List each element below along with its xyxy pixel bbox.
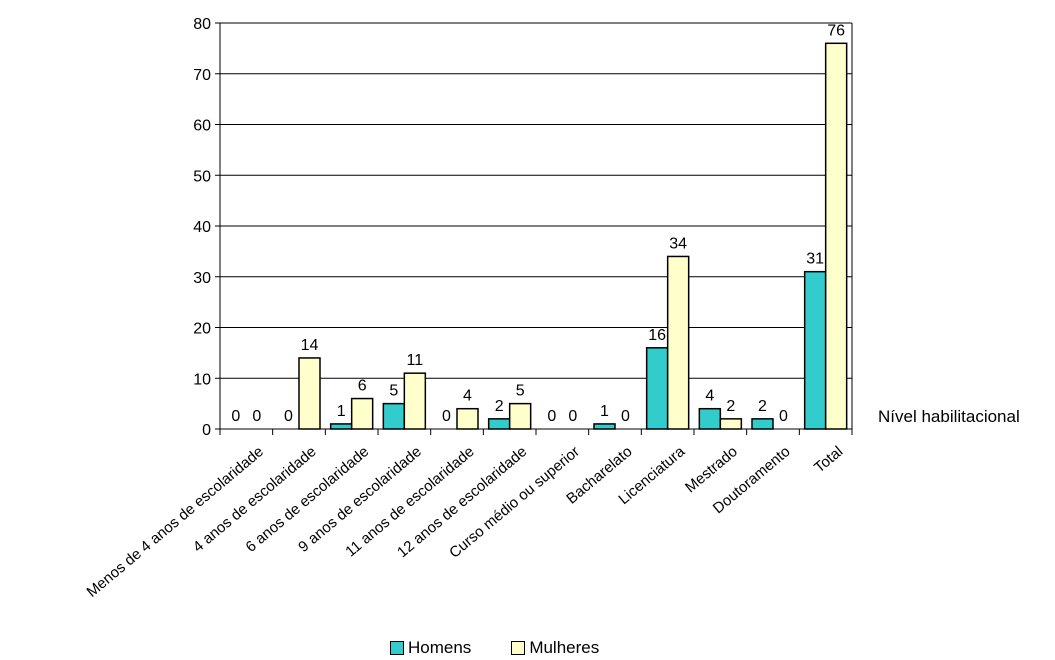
- y-tick-label: 70: [193, 67, 211, 84]
- y-tick-label: 40: [193, 219, 211, 236]
- legend-swatch-homens: [390, 641, 404, 655]
- data-label: 0: [231, 408, 240, 425]
- y-tick-label: 60: [193, 118, 211, 135]
- data-label: 0: [568, 408, 577, 425]
- data-label: 5: [389, 383, 398, 400]
- bar-mulheres: [719, 418, 743, 430]
- bar-homens: [751, 418, 774, 430]
- bar-mulheres: [456, 407, 479, 430]
- data-label: 0: [284, 408, 293, 425]
- data-label: 16: [648, 327, 666, 344]
- y-tick-label: 0: [202, 422, 211, 439]
- data-label: 0: [779, 408, 788, 425]
- bar-homens: [382, 402, 406, 430]
- x-tick-label: Total: [811, 443, 846, 476]
- grid-lines: [220, 22, 852, 379]
- axes: [215, 22, 853, 435]
- bars: [298, 42, 848, 430]
- bar-mulheres: [824, 42, 848, 430]
- y-tick-labels: 0 10 20 30 40 50 60 70 80: [193, 16, 211, 439]
- data-label: 0: [252, 408, 261, 425]
- legend-item-mulheres: Mulheres: [511, 638, 599, 658]
- data-label: 0: [621, 408, 630, 425]
- y-tick-label: 50: [193, 168, 211, 185]
- data-label: 76: [827, 22, 845, 39]
- data-label: 5: [516, 383, 525, 400]
- data-label: 2: [495, 398, 504, 415]
- legend-label-mulheres: Mulheres: [529, 638, 600, 657]
- legend-item-homens: Homens: [390, 638, 471, 658]
- data-label: 4: [705, 388, 714, 405]
- bar-homens: [487, 418, 511, 430]
- bar-mulheres: [350, 397, 374, 430]
- data-label: 2: [758, 398, 767, 415]
- data-label: 0: [442, 408, 451, 425]
- data-label: 6: [358, 378, 367, 395]
- y-tick-label: 30: [193, 270, 211, 287]
- bar-homens: [645, 347, 669, 430]
- bar-mulheres: [666, 255, 690, 430]
- bar-homens: [329, 423, 353, 430]
- data-label: 4: [463, 388, 472, 405]
- data-label: 1: [600, 403, 609, 420]
- bar-homens: [593, 423, 616, 430]
- data-label: 34: [669, 235, 687, 252]
- y-tick-label: 80: [193, 16, 211, 33]
- data-label: 1: [337, 403, 346, 420]
- y-tick-label: 20: [193, 321, 211, 338]
- data-label: 2: [726, 398, 735, 415]
- bar-homens: [698, 407, 722, 430]
- bar-mulheres: [298, 357, 321, 430]
- data-label: 0: [547, 408, 556, 425]
- data-label: 11: [407, 352, 424, 369]
- bar-homens: [803, 270, 827, 430]
- y-tick-label: 10: [193, 371, 211, 388]
- data-label: 31: [806, 251, 824, 268]
- x-axis-label: Nível habilitacional: [878, 407, 1020, 426]
- bar-mulheres: [508, 402, 532, 430]
- legend-swatch-mulheres: [511, 641, 526, 655]
- legend-label-homens: Homens: [408, 638, 472, 657]
- data-label: 14: [301, 337, 319, 354]
- bar-mulheres: [403, 372, 427, 430]
- legend: Homens Mulheres: [390, 638, 599, 658]
